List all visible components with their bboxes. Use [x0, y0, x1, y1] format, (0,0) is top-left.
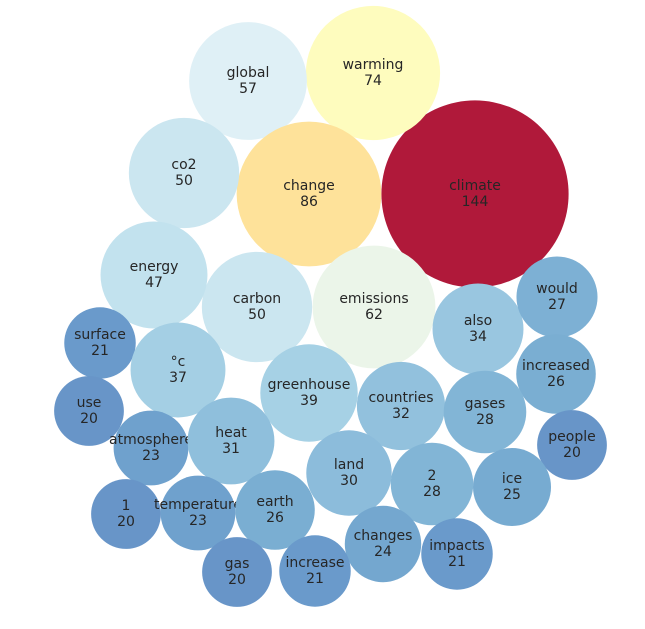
bubble-label: increased: [522, 358, 590, 374]
bubble: [100, 221, 208, 329]
bubble: [113, 410, 189, 486]
bubble-label: ice: [502, 471, 522, 487]
bubble-value: 39: [300, 393, 318, 409]
bubble: [306, 430, 392, 516]
bubble-value: 28: [476, 412, 494, 428]
bubble-value: 30: [340, 473, 358, 489]
bubble-value: 144: [462, 194, 489, 210]
bubble-value: 21: [306, 571, 324, 587]
bubble-label: energy: [130, 259, 179, 275]
bubble-label: 2: [428, 468, 437, 484]
bubble: [516, 334, 596, 414]
bubble: [201, 251, 313, 363]
bubble: [537, 410, 607, 480]
bubble-label: warming: [343, 57, 404, 73]
bubble-value: 47: [145, 275, 163, 291]
bubble-value: 62: [365, 307, 383, 323]
bubble-value: 20: [80, 411, 98, 427]
bubble-label: 1: [122, 498, 131, 514]
bubble-label: temperature: [154, 497, 242, 513]
bubble-value: 21: [448, 554, 466, 570]
bubble-label: global: [227, 65, 270, 81]
bubble: [130, 322, 226, 418]
bubble-label: impacts: [429, 538, 484, 554]
bubble-label: would: [536, 281, 578, 297]
bubble-value: 28: [423, 484, 441, 500]
bubble: [187, 397, 275, 485]
bubble: [473, 448, 551, 526]
bubble: [344, 505, 422, 583]
bubble: [235, 470, 315, 550]
bubble-value: 23: [189, 513, 207, 529]
bubble-value: 57: [239, 81, 257, 97]
bubble-label: co2: [171, 157, 196, 173]
bubble-label: atmosphere: [109, 432, 193, 448]
bubble: [128, 117, 240, 229]
bubble-value: 50: [175, 173, 193, 189]
bubble-label: emissions: [339, 291, 408, 307]
bubble-label: heat: [215, 425, 247, 441]
bubble-value: 21: [91, 343, 109, 359]
bubble: [421, 518, 493, 590]
bubble-value: 23: [142, 448, 160, 464]
bubble-label: use: [77, 395, 102, 411]
bubble-label: land: [334, 457, 364, 473]
bubble-value: 24: [374, 544, 392, 560]
bubble-value: 31: [222, 441, 240, 457]
bubble-label: earth: [256, 494, 293, 510]
bubble: [305, 5, 441, 141]
bubble: [279, 535, 351, 607]
bubble-value: 20: [563, 445, 581, 461]
bubble: [432, 283, 524, 375]
bubble-value: 20: [117, 514, 135, 530]
bubble-label: surface: [74, 327, 126, 343]
bubble-label: carbon: [233, 291, 281, 307]
bubble-value: 25: [503, 487, 521, 503]
bubble-label: climate: [449, 178, 501, 194]
bubble-label: °c: [171, 354, 186, 370]
bubble: [312, 245, 436, 369]
bubble-value: 37: [169, 370, 187, 386]
bubble: [260, 344, 358, 442]
bubble: [189, 22, 307, 140]
bubble-value: 20: [228, 572, 246, 588]
bubble: [54, 376, 124, 446]
bubble-label: changes: [354, 528, 413, 544]
bubble: [356, 361, 446, 451]
bubble-label: people: [548, 429, 595, 445]
bubble-label: increase: [285, 555, 344, 571]
bubble: [516, 256, 598, 338]
bubble-label: also: [464, 313, 492, 329]
bubble-label: gases: [465, 396, 506, 412]
bubble-label: gas: [225, 556, 250, 572]
bubble-value: 26: [547, 374, 565, 390]
bubble-label: greenhouse: [268, 377, 351, 393]
bubble: [390, 442, 474, 526]
bubble-value: 27: [548, 297, 566, 313]
bubble-value: 86: [300, 194, 318, 210]
bubble-value: 34: [469, 329, 487, 345]
bubble-value: 50: [248, 307, 266, 323]
bubble: [443, 370, 527, 454]
bubble: [160, 475, 236, 551]
bubble: [91, 479, 161, 549]
bubble-value: 26: [266, 510, 284, 526]
bubble: [64, 307, 136, 379]
bubble-label: countries: [368, 390, 433, 406]
bubble-value: 32: [392, 406, 410, 422]
bubble-label: change: [283, 178, 335, 194]
bubble-value: 74: [364, 73, 382, 89]
bubble: [236, 121, 382, 267]
bubble: [381, 100, 569, 288]
bubble: [202, 537, 272, 607]
